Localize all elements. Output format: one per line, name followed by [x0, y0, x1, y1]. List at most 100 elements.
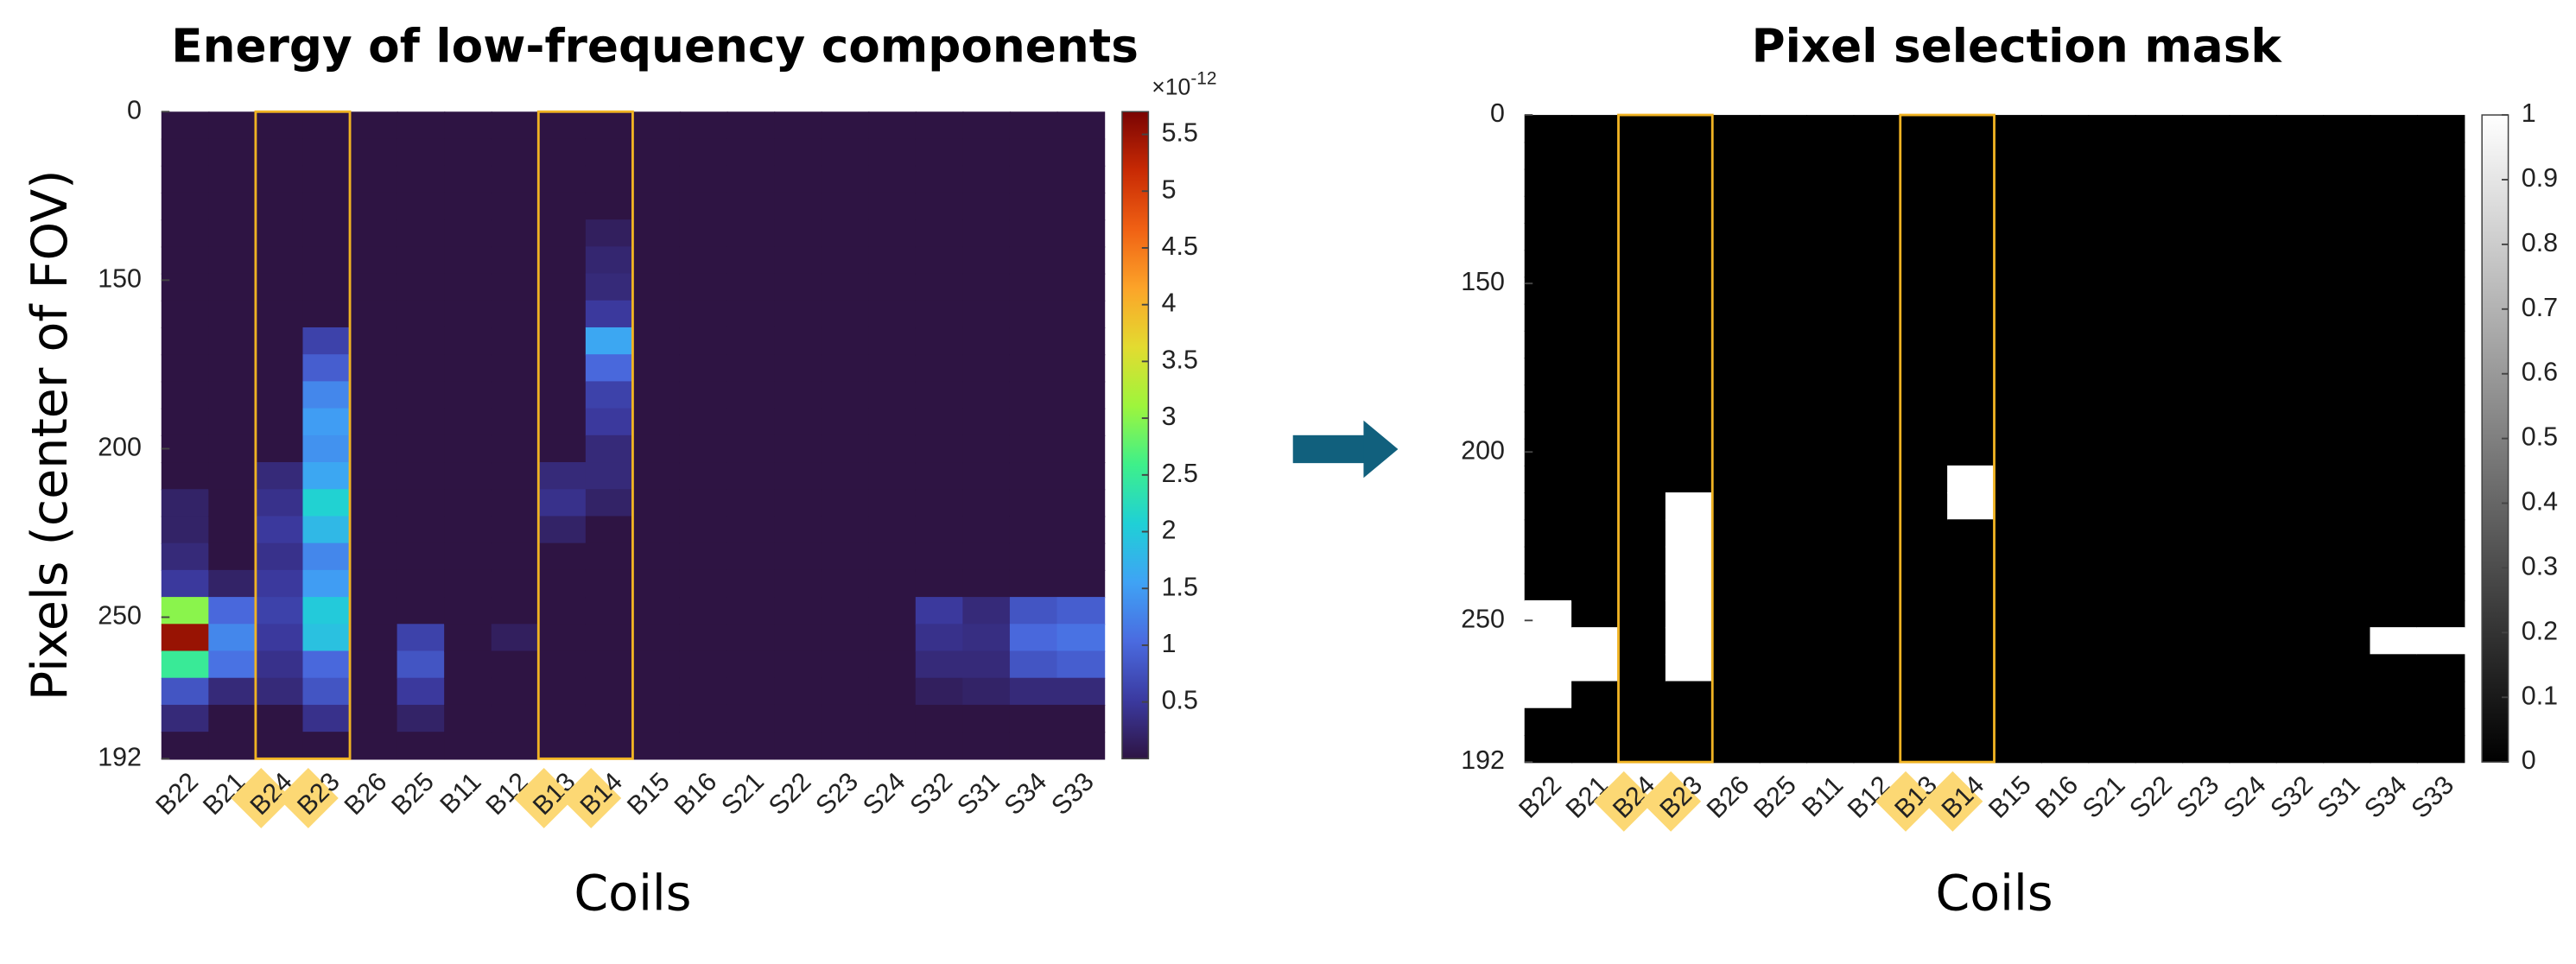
cell	[1009, 704, 1058, 733]
cell	[1665, 168, 1714, 197]
cell	[1806, 599, 1855, 629]
cell	[491, 273, 540, 301]
cell	[2370, 250, 2419, 278]
cell	[2275, 654, 2325, 682]
cell	[397, 408, 446, 436]
cell	[632, 111, 682, 140]
cell	[868, 650, 917, 679]
cell	[868, 704, 917, 733]
cell	[255, 516, 304, 544]
cell	[1712, 303, 1761, 332]
cell	[2182, 250, 2230, 278]
cell	[255, 246, 304, 275]
cell	[726, 542, 776, 572]
cell	[1947, 303, 1995, 332]
cell	[679, 246, 728, 275]
cell	[726, 704, 776, 733]
cell	[2088, 654, 2136, 682]
cell	[1759, 465, 1808, 494]
cell	[585, 300, 634, 329]
cell	[585, 327, 634, 356]
cell	[1056, 542, 1106, 572]
cell	[1759, 681, 1808, 709]
cell	[1853, 707, 1901, 737]
cell	[774, 489, 822, 517]
cell	[774, 219, 822, 248]
cell	[397, 219, 446, 248]
cell	[2088, 492, 2136, 521]
cell	[538, 327, 587, 356]
cell	[2275, 142, 2325, 170]
cell	[444, 542, 492, 572]
cell	[538, 732, 587, 760]
cell	[2182, 492, 2230, 521]
cell	[1056, 516, 1106, 544]
cell	[491, 569, 540, 599]
cell	[255, 138, 304, 167]
cell	[1759, 357, 1808, 386]
cell	[1712, 573, 1761, 602]
cell	[774, 569, 822, 599]
cell	[1806, 250, 1855, 278]
cell	[1524, 168, 1573, 197]
cell	[632, 677, 682, 707]
colorbar-tick-label: 0	[2522, 745, 2536, 775]
cell	[1900, 276, 1949, 305]
cell	[1853, 519, 1901, 548]
colorbar-tick-label: 0.7	[2522, 293, 2558, 322]
cell	[1618, 734, 1667, 764]
cell	[632, 542, 682, 572]
cell	[350, 354, 398, 383]
cell	[2088, 438, 2136, 466]
cell	[726, 300, 776, 329]
cell	[208, 381, 257, 409]
cell	[1571, 115, 1620, 143]
cell	[1994, 115, 2043, 143]
cell	[868, 111, 917, 140]
cell	[1618, 384, 1667, 413]
cell	[1618, 681, 1667, 709]
cell	[2323, 411, 2371, 440]
colorbar-tick-label: 0.5	[1162, 686, 1198, 715]
cell	[1712, 519, 1761, 548]
cell	[1665, 573, 1714, 602]
cell	[161, 138, 210, 167]
x-tick-label: B22	[150, 767, 204, 821]
cell	[538, 650, 587, 679]
colorbar-tick-label: 0.5	[2522, 422, 2558, 452]
cell	[2135, 681, 2184, 709]
cell	[255, 354, 304, 383]
cell	[538, 300, 587, 329]
cell	[161, 327, 210, 356]
cell	[2416, 142, 2465, 170]
cell	[1571, 573, 1620, 602]
cell	[161, 624, 210, 652]
cell	[2229, 195, 2277, 225]
cell	[2323, 222, 2371, 251]
cell	[2088, 168, 2136, 197]
cell	[2370, 276, 2419, 305]
cell	[2088, 546, 2136, 574]
cell	[1712, 654, 1761, 682]
cell	[2275, 276, 2325, 305]
cell	[2040, 384, 2090, 413]
cell	[585, 624, 634, 652]
cell	[444, 111, 492, 140]
cell	[491, 434, 540, 464]
cell	[2416, 681, 2465, 709]
arrow	[1292, 420, 1399, 479]
cell	[821, 434, 870, 464]
cell	[302, 381, 352, 409]
cell	[444, 381, 492, 409]
cell	[208, 327, 257, 356]
cell	[1994, 438, 2043, 466]
cell	[632, 300, 682, 329]
cell	[726, 650, 776, 679]
cell	[868, 732, 917, 760]
cell	[1571, 411, 1620, 440]
cell	[2182, 330, 2230, 359]
cell	[915, 516, 964, 544]
cell	[915, 111, 964, 140]
cell	[2040, 330, 2090, 359]
cell	[208, 219, 257, 248]
